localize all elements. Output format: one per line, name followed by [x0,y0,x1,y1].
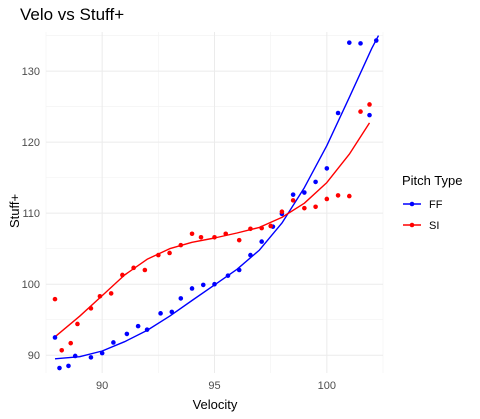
y-tick-label: 130 [22,66,40,78]
y-tick-label: 110 [22,208,40,220]
point-ff [225,273,231,278]
point-si [302,205,307,211]
y-tick-label: 90 [28,350,40,362]
point-si [367,102,372,107]
trend-lines [54,35,380,360]
point-si [88,306,94,311]
point-ff [111,340,116,345]
point-ff [52,335,58,340]
point-si [59,347,65,353]
legend: Pitch Type FF SI [402,173,462,232]
point-ff [324,166,330,171]
y-tick-labels: 90 100 110 120 130 [22,66,40,362]
point-ff [189,286,195,291]
point-si [259,225,264,231]
point-ff [313,179,318,185]
point-si [313,204,318,210]
point-si [97,293,103,299]
point-si [335,193,341,198]
point-ff [212,281,217,287]
point-si [358,109,363,114]
point-ff [259,239,264,244]
point-si [131,265,136,271]
major-gridlines [46,32,383,373]
point-ff [358,41,363,46]
point-si [212,235,217,240]
point-ff [302,190,307,195]
point-ff [169,309,175,315]
point-ff [200,282,206,288]
point-ff [178,296,184,301]
trend-line-ff [54,35,380,360]
point-ff [236,267,242,273]
point-si [178,242,184,248]
x-tick-label: 100 [318,380,336,392]
legend-key-point-si [409,222,415,228]
point-si [279,209,285,215]
point-si [347,193,352,199]
point-ff [135,323,141,329]
point-si [142,267,148,273]
point-si [167,250,172,256]
point-ff [158,311,163,316]
point-si [156,252,161,258]
x-tick-labels: 90 95 100 [96,380,336,392]
legend-label-si: SI [429,220,439,232]
y-axis-label: Stuff+ [7,194,22,228]
point-si [324,196,330,202]
x-tick-label: 90 [96,380,108,392]
point-ff [248,252,253,258]
point-si [189,231,195,237]
point-ff [290,192,296,197]
point-ff [66,363,71,369]
point-ff [57,365,62,371]
point-si [236,237,242,243]
point-si [223,231,229,237]
point-si [268,223,273,229]
x-axis-label: Velocity [193,397,238,412]
point-si [120,272,125,278]
point-si [52,296,58,302]
y-tick-label: 120 [22,137,40,149]
point-ff [373,38,379,43]
point-ff [347,40,352,45]
point-ff [367,112,372,118]
legend-label-ff: FF [429,199,443,211]
legend-title: Pitch Type [402,173,462,188]
point-si [75,321,80,327]
legend-key-point-ff [409,201,415,207]
x-tick-label: 95 [208,380,220,392]
chart-title: Velo vs Stuff+ [20,5,124,24]
point-ff [88,355,94,360]
point-ff [144,327,150,332]
point-ff [99,350,105,356]
point-si [198,235,204,240]
point-ff [124,331,130,337]
point-ff [72,353,78,359]
y-tick-label: 100 [22,279,40,291]
point-ff [335,110,341,116]
point-si [108,291,114,296]
data-points [52,38,379,371]
point-si [290,198,296,203]
point-si [68,340,74,346]
point-si [248,226,253,232]
